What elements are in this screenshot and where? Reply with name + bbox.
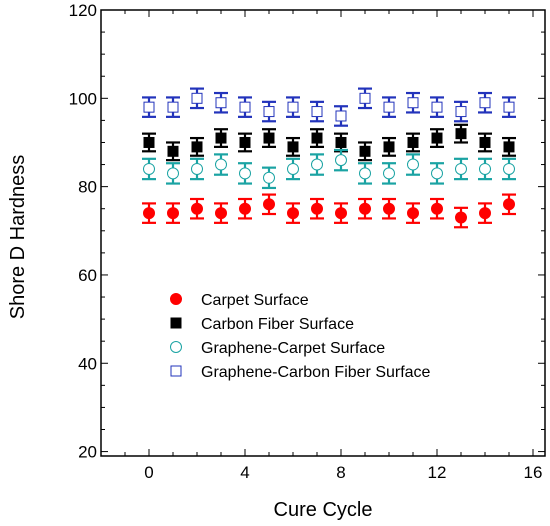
data-point	[215, 97, 227, 109]
series-0	[142, 193, 516, 229]
y-tick-label: 20	[78, 443, 97, 462]
legend-marker	[170, 293, 182, 305]
data-point	[335, 207, 347, 220]
data-point	[335, 154, 347, 167]
data-point	[455, 106, 467, 118]
y-tick-label: 120	[69, 1, 97, 20]
x-tick-label: 16	[524, 463, 543, 482]
data-point	[191, 92, 203, 104]
data-point	[383, 101, 395, 113]
data-point	[263, 171, 275, 184]
data-point	[383, 141, 395, 153]
data-point	[239, 136, 251, 148]
data-point	[263, 106, 275, 118]
data-point	[239, 101, 251, 113]
x-tick-label: 0	[144, 463, 153, 482]
x-tick-label: 12	[428, 463, 447, 482]
data-point	[503, 198, 515, 211]
data-point	[455, 128, 467, 140]
legend-marker	[170, 365, 182, 377]
plot-border	[100, 9, 546, 457]
x-axis-label: Cure Cycle	[274, 499, 373, 521]
data-point	[479, 136, 491, 148]
data-point	[383, 167, 395, 180]
data-point	[503, 162, 515, 175]
legend-label: Carbon Fiber Surface	[201, 316, 354, 333]
y-tick-label: 40	[78, 354, 97, 373]
data-point	[383, 202, 395, 215]
legend-label: Carpet Surface	[201, 292, 309, 309]
data-marks	[142, 87, 516, 229]
data-point	[167, 167, 179, 180]
data-point	[191, 202, 203, 215]
series-1	[142, 123, 516, 162]
data-point	[215, 132, 227, 144]
plot-frame	[100, 9, 546, 457]
series-2	[142, 148, 516, 190]
x-tick-label: 8	[336, 463, 345, 482]
data-point	[335, 110, 347, 122]
data-point	[431, 167, 443, 180]
data-point	[287, 162, 299, 175]
data-point	[311, 106, 323, 118]
legend-label: Graphene-Carpet Surface	[201, 340, 385, 357]
data-point	[479, 97, 491, 109]
data-point	[143, 136, 155, 148]
legend: Carpet Surface Carbon Fiber Surface Graphe…	[170, 292, 431, 381]
data-point	[287, 101, 299, 113]
data-point	[311, 158, 323, 171]
data-point	[215, 207, 227, 220]
tick-labels: 0 4 8 12 16 20 40 60 80 100 120	[69, 1, 543, 482]
data-point	[215, 158, 227, 171]
data-point	[239, 202, 251, 215]
data-point	[431, 132, 443, 144]
x-tick-label: 4	[240, 463, 249, 482]
data-point	[407, 97, 419, 109]
data-point	[311, 202, 323, 215]
data-point	[359, 92, 371, 104]
axis-ticks	[100, 9, 545, 456]
data-point	[263, 198, 275, 211]
y-tick-label: 100	[69, 89, 97, 108]
data-point	[263, 132, 275, 144]
y-tick-label: 80	[78, 178, 97, 197]
data-point	[191, 162, 203, 175]
data-point	[287, 207, 299, 220]
data-point	[359, 202, 371, 215]
data-point	[311, 132, 323, 144]
data-point	[239, 167, 251, 180]
data-point	[407, 136, 419, 148]
data-point	[431, 202, 443, 215]
data-point	[143, 162, 155, 175]
legend-marker	[170, 317, 182, 329]
y-axis-label: Shore D Hardness	[7, 155, 29, 320]
data-point	[455, 162, 467, 175]
series-3	[142, 87, 516, 127]
data-point	[503, 101, 515, 113]
data-point	[335, 136, 347, 148]
legend-marker	[170, 341, 182, 353]
y-tick-label: 60	[78, 266, 97, 285]
data-point	[191, 141, 203, 153]
data-point	[455, 211, 467, 224]
data-point	[359, 145, 371, 157]
data-point	[287, 141, 299, 153]
data-point	[503, 141, 515, 153]
legend-label: Graphene-Carbon Fiber Surface	[201, 364, 431, 381]
data-point	[479, 207, 491, 220]
data-point	[359, 167, 371, 180]
data-point	[167, 145, 179, 157]
data-point	[407, 158, 419, 171]
data-point	[143, 207, 155, 220]
data-point	[167, 207, 179, 220]
data-point	[167, 101, 179, 113]
data-point	[407, 207, 419, 220]
data-point	[143, 101, 155, 113]
data-point	[479, 162, 491, 175]
data-point	[431, 101, 443, 113]
